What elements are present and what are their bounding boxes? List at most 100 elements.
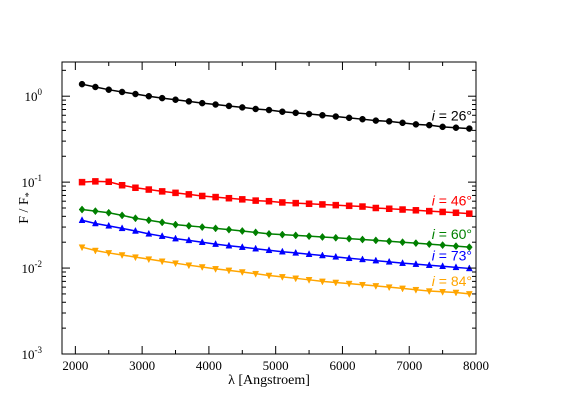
data-point [332,113,340,120]
data-point [91,247,99,255]
data-point [158,218,166,227]
data-point [225,194,233,202]
y-axis-title: F / F* [17,192,35,223]
data-point [198,264,206,272]
data-point [385,284,393,292]
series-label: i = 46° [432,193,472,209]
series-line [81,246,470,295]
x-axis-title: λ [Angstroem] [228,373,310,388]
data-point [439,123,446,131]
y-axis-title-main: F / F [17,197,32,224]
data-point [185,98,193,105]
data-point [265,229,273,238]
series-label-symbol: i [432,273,436,289]
data-point [172,234,179,242]
data-point [132,90,139,98]
data-point [426,207,433,215]
data-point [465,291,473,298]
data-point [439,289,447,296]
data-point [225,102,233,110]
series-4 [78,244,473,298]
data-point [452,124,460,131]
data-point [78,80,86,88]
data-point [372,256,380,264]
y-tick-label-base: 10 [25,89,38,104]
series-0 [78,80,473,132]
data-point [319,232,326,241]
data-point [172,96,179,103]
data-point [145,92,153,100]
data-point [292,109,299,117]
data-point [332,279,340,287]
x-tick-label: 8000 [463,358,489,373]
y-axis-title-subscript: * [24,192,35,197]
data-point [345,234,353,243]
x-tick-label: 4000 [196,358,222,373]
data-point [212,240,219,247]
data-point [385,237,393,246]
data-point [305,200,313,208]
data-point [345,114,353,122]
data-point [118,224,126,232]
y-tick-label: 10-2 [22,259,43,276]
data-point [132,184,139,192]
data-point [78,205,86,214]
data-point [172,260,179,268]
data-point [198,238,206,245]
data-point [412,121,420,128]
data-point [278,274,286,281]
data-point [372,236,380,245]
data-point [372,117,380,124]
data-point [78,244,86,252]
data-point [145,229,153,237]
data-point [305,250,313,257]
data-point [279,199,286,206]
data-point [105,221,113,229]
data-point [252,105,259,113]
data-point [265,272,273,280]
data-point [145,216,153,225]
data-point [359,203,366,210]
data-point [292,231,300,240]
y-tick-label: 10-3 [22,345,43,362]
x-tick-label: 6000 [329,358,355,373]
data-point [238,269,246,277]
data-point [399,259,406,266]
data-point [78,216,86,224]
series-label: i = 26° [432,108,472,124]
data-point [305,277,313,284]
data-point [212,101,219,108]
data-point [198,99,206,107]
data-point [132,226,139,234]
data-point [252,244,260,252]
series-label: i = 73° [432,247,472,263]
data-point [145,256,153,264]
data-point [359,281,366,289]
data-point [359,235,366,244]
series-label-symbol: i [432,247,436,263]
data-point [399,119,406,127]
data-point [452,263,460,271]
series-labels: i = 26°i = 46°i = 60°i = 73°i = 84° [432,108,472,289]
data-point [412,207,420,214]
data-point [132,254,139,262]
data-point [78,178,86,186]
data-point [466,125,473,132]
data-point [439,208,446,216]
series-line [81,219,470,270]
x-tick-label: 7000 [396,358,422,373]
data-point [319,251,326,259]
data-point [385,118,393,125]
series-label-value: = 26° [435,108,472,124]
data-point [412,286,420,294]
data-point [452,209,460,217]
data-point [425,261,433,268]
x-tick-label: 2000 [62,358,88,373]
data-point [238,243,246,250]
data-point [439,262,447,269]
data-point [278,247,286,255]
data-point [426,121,433,129]
series-label-value: = 73° [435,247,472,263]
data-point [105,178,112,186]
data-point [372,283,380,290]
